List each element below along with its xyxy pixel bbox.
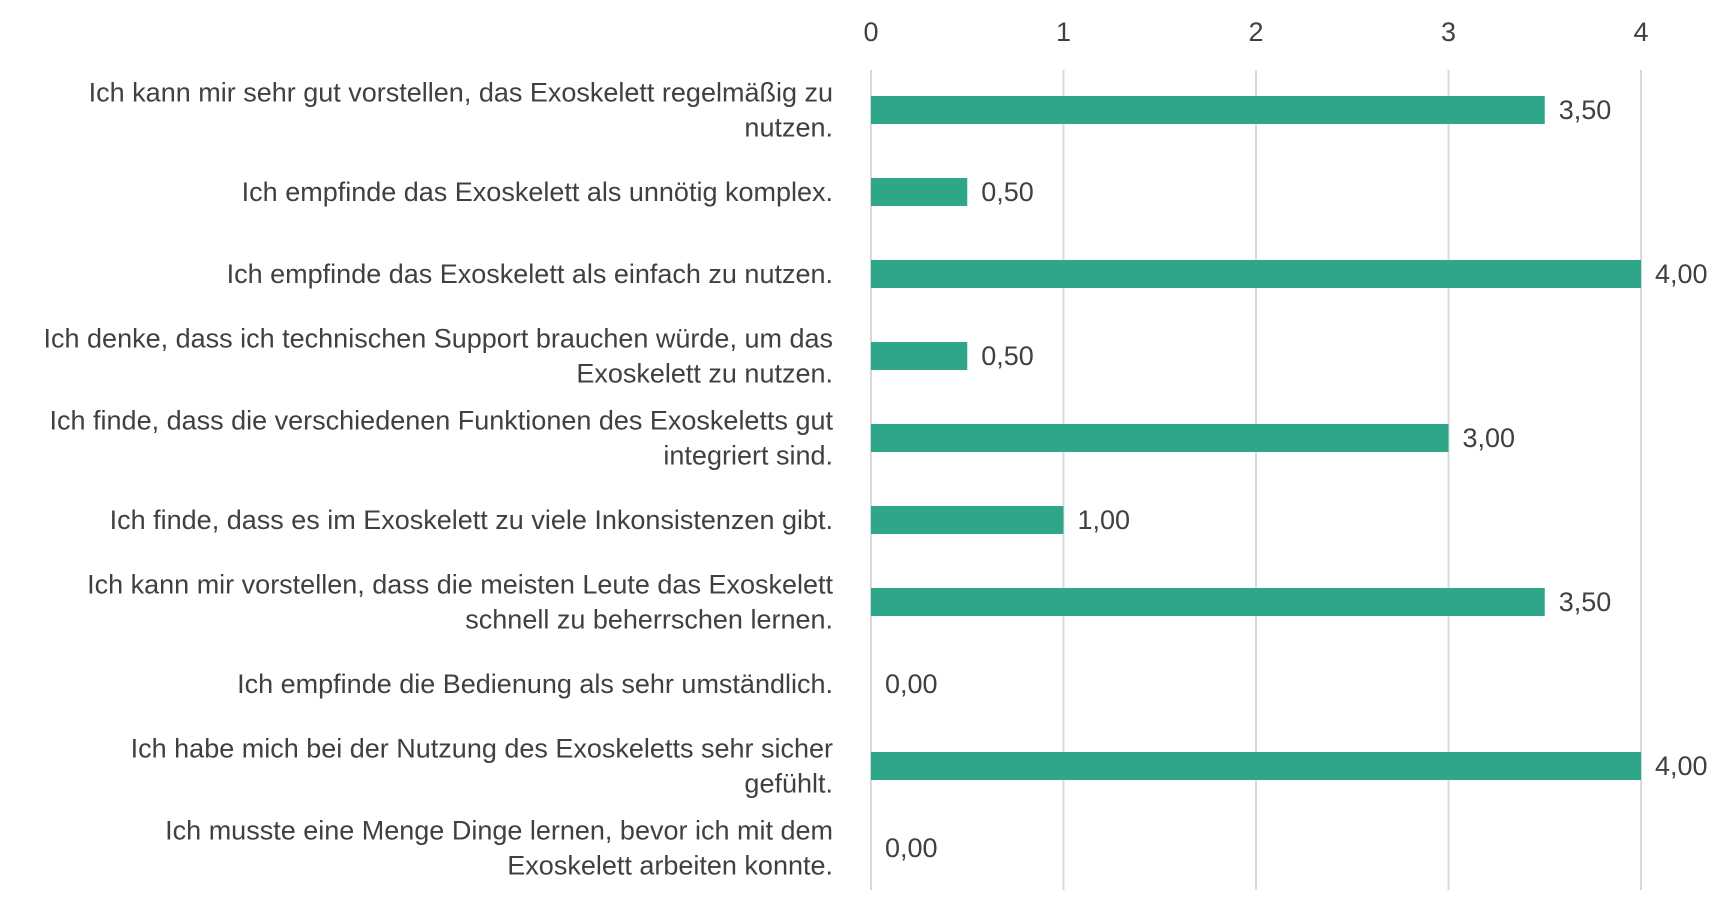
category-label: nutzen. bbox=[744, 113, 833, 143]
data-label: 0,50 bbox=[981, 341, 1034, 371]
x-tick-label: 0 bbox=[863, 17, 878, 47]
bar bbox=[871, 588, 1545, 616]
category-label: Ich denke, dass ich technischen Support … bbox=[44, 324, 833, 354]
category-label: Ich empfinde das Exoskelett als einfach … bbox=[227, 259, 833, 289]
data-labels: 3,50 0,50 4,00 0,50 3,00 1,00 3,50 0,00 4,00 0,00 bbox=[885, 95, 1708, 863]
data-label: 4,00 bbox=[1655, 259, 1708, 289]
category-label: Ich musste eine Menge Dinge lernen, bevo… bbox=[165, 816, 833, 846]
x-tick-label: 2 bbox=[1248, 17, 1263, 47]
category-labels: Ich kann mir sehr gut vorstellen, das Ex… bbox=[44, 78, 834, 881]
bar bbox=[871, 506, 1064, 534]
category-label: Ich empfinde das Exoskelett als unnötig … bbox=[242, 177, 833, 207]
data-label: 0,00 bbox=[885, 669, 938, 699]
bar bbox=[871, 178, 968, 206]
data-label: 0,00 bbox=[885, 833, 938, 863]
category-label: Ich kann mir vorstellen, dass die meiste… bbox=[87, 570, 833, 600]
bar bbox=[871, 752, 1641, 780]
category-label: gefühlt. bbox=[744, 769, 833, 799]
category-label: Ich finde, dass die verschiedenen Funkti… bbox=[50, 406, 834, 436]
category-label: integriert sind. bbox=[663, 441, 833, 471]
bar bbox=[871, 260, 1641, 288]
category-label: schnell zu beherrschen lernen. bbox=[465, 605, 833, 635]
category-label: Ich empfinde die Bedienung als sehr umst… bbox=[237, 669, 833, 699]
data-label: 1,00 bbox=[1078, 505, 1131, 535]
category-label: Exoskelett arbeiten konnte. bbox=[507, 851, 833, 881]
data-label: 3,00 bbox=[1463, 423, 1516, 453]
bar bbox=[871, 424, 1449, 452]
bars bbox=[871, 96, 1641, 780]
x-tick-label: 3 bbox=[1441, 17, 1456, 47]
category-label: Ich habe mich bei der Nutzung des Exoske… bbox=[131, 734, 833, 764]
x-tick-label: 1 bbox=[1056, 17, 1071, 47]
bar bbox=[871, 342, 968, 370]
x-tick-label: 4 bbox=[1633, 17, 1648, 47]
category-label: Ich finde, dass es im Exoskelett zu viel… bbox=[110, 505, 833, 535]
data-label: 3,50 bbox=[1559, 95, 1612, 125]
data-label: 0,50 bbox=[981, 177, 1034, 207]
category-label: Ich kann mir sehr gut vorstellen, das Ex… bbox=[89, 78, 833, 108]
data-label: 4,00 bbox=[1655, 751, 1708, 781]
bar bbox=[871, 96, 1545, 124]
data-label: 3,50 bbox=[1559, 587, 1612, 617]
x-axis-ticks: 0 1 2 3 4 bbox=[863, 17, 1648, 47]
category-label: Exoskelett zu nutzen. bbox=[576, 359, 833, 389]
